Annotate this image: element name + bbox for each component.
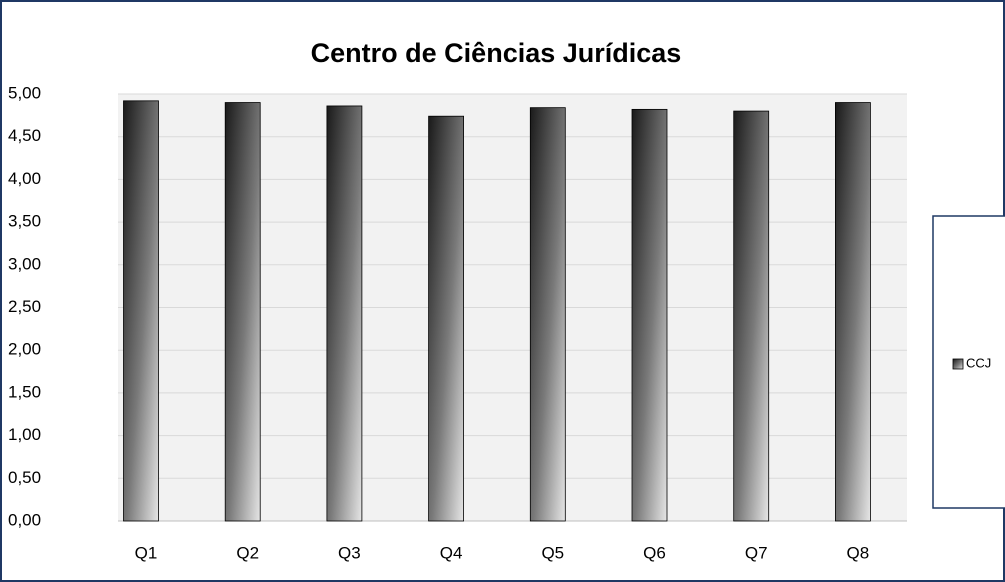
x-tick-label: Q8	[847, 543, 870, 562]
bar	[835, 102, 871, 522]
x-tick-label: Q7	[745, 543, 768, 562]
bar	[733, 110, 770, 522]
x-tick-label: Q5	[541, 543, 564, 562]
legend-label: CCJ	[966, 355, 991, 370]
bar	[326, 105, 363, 522]
y-tick-label: 2,50	[8, 297, 41, 316]
x-tick-label: Q3	[338, 543, 361, 562]
y-tick-label: 4,00	[8, 169, 41, 188]
chart-title: Centro de Ciências Jurídicas	[311, 38, 682, 68]
legend-box	[932, 215, 1005, 509]
y-tick-label: 3,00	[8, 254, 41, 273]
bar	[631, 108, 668, 522]
y-tick-label: 1,50	[8, 382, 41, 401]
y-tick-label: 0,50	[8, 468, 41, 487]
bar	[123, 100, 159, 522]
y-tick-label: 0,00	[8, 510, 41, 529]
x-tick-label: Q2	[236, 543, 259, 562]
y-tick-label: 2,00	[8, 340, 41, 359]
y-tick-label: 5,00	[8, 83, 41, 102]
x-tick-label: Q1	[135, 543, 158, 562]
legend-swatch	[952, 358, 964, 370]
x-tick-label: Q6	[643, 543, 666, 562]
x-tick-label: Q4	[440, 543, 463, 562]
bar	[224, 102, 261, 522]
y-tick-label: 1,00	[8, 425, 41, 444]
bar	[428, 115, 465, 522]
y-tick-label: 4,50	[8, 126, 41, 145]
y-tick-label: 3,50	[8, 212, 41, 231]
bar	[529, 107, 566, 522]
